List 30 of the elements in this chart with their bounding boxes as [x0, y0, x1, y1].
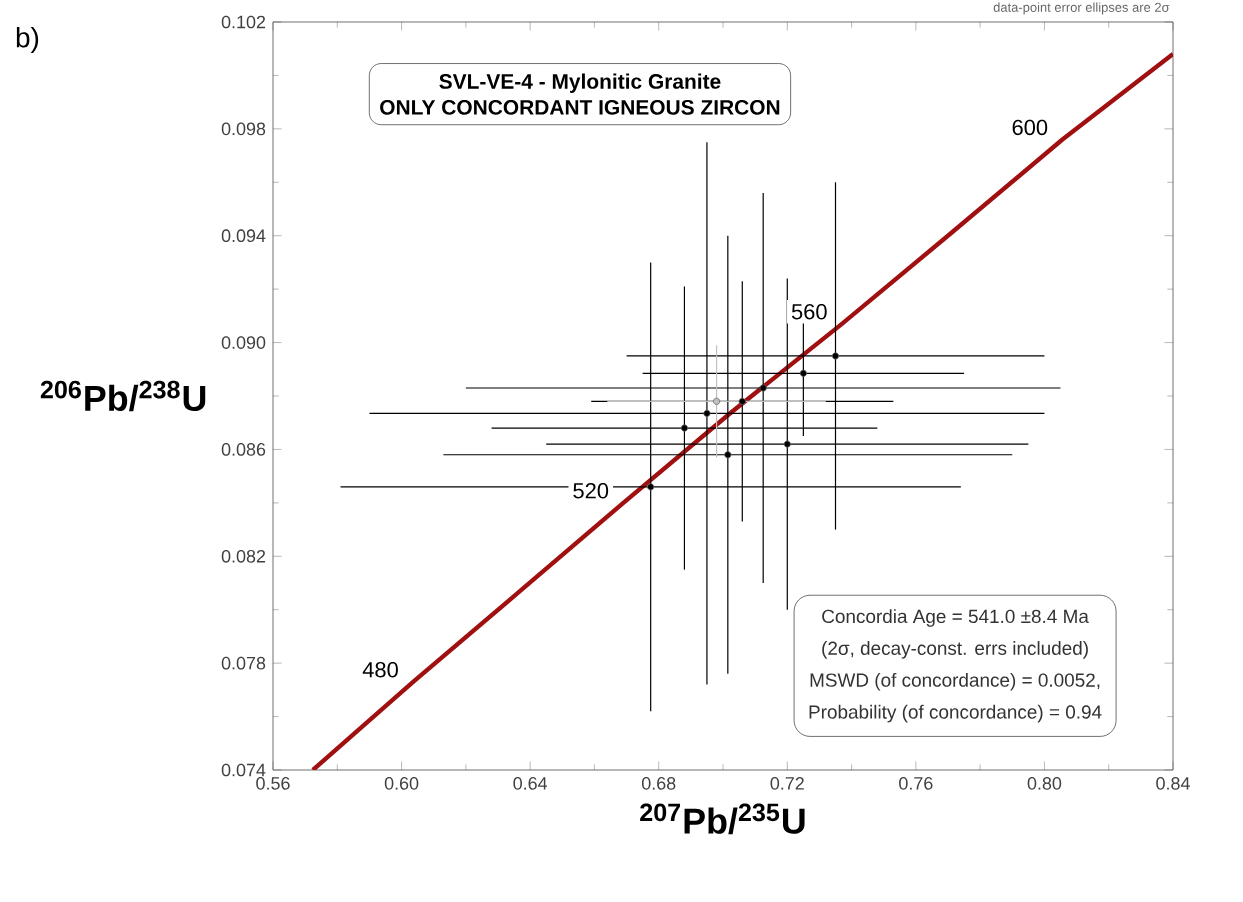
y-tick-label: 0.102: [221, 15, 266, 29]
x-tick-label: 0.72: [770, 777, 804, 790]
x-tick-label: 0.80: [1027, 777, 1062, 790]
x-tick-label: 0.60: [384, 777, 419, 790]
annotation: Probability (of concordance) = 0.94: [809, 704, 1102, 723]
x-axis-title: $^{207}$Pb/$^{235}$U: [640, 803, 805, 835]
annotation: (2σ, decay-const. errs included): [822, 641, 1088, 659]
annotation: 520: [573, 482, 609, 499]
annotation: MSWD (of concordance) = 0.0052,: [810, 672, 1100, 691]
y-tick-label: 0.086: [221, 443, 266, 456]
text: data-point error ellipses are 2σ: [993, 2, 1170, 15]
y-tick-label: 0.090: [221, 336, 266, 349]
x-tick-label: 0.84: [1156, 777, 1190, 790]
text: SVL-VE-4 - Mylonitic Granite: [439, 73, 721, 93]
y-tick-label: 0.094: [221, 229, 266, 243]
x-tick-label: 0.56: [256, 777, 290, 790]
y-tick-label: 0.082: [221, 549, 266, 563]
y-tick-label: 0.078: [221, 656, 266, 670]
annotation: 600: [1012, 119, 1048, 136]
annotation: 480: [362, 661, 398, 678]
y-axis-title: $^{206}$Pb/$^{238}$U: [40, 380, 206, 412]
text: b): [16, 26, 39, 53]
annotation: Concordia Age = 541.0 ±8.4 Ma: [822, 609, 1089, 627]
x-tick-label: 0.64: [513, 777, 548, 790]
y-tick-label: 0.074: [221, 763, 266, 777]
x-tick-label: 0.76: [899, 777, 933, 790]
annotation: 560: [791, 303, 827, 320]
y-tick-label: 0.098: [221, 122, 266, 136]
x-tick-label: 0.68: [641, 777, 676, 790]
text: ONLY CONCORDANT IGNEOUS ZIRCON: [380, 99, 780, 115]
